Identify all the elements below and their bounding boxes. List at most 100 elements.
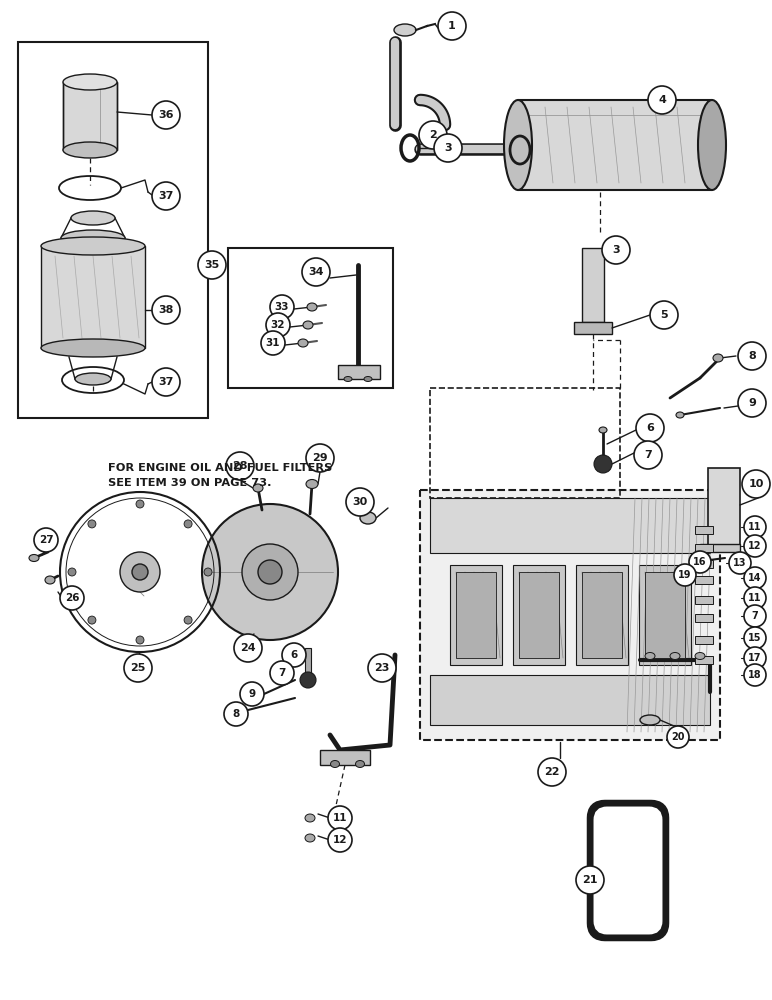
- Text: 22: 22: [544, 767, 560, 777]
- Text: 5: 5: [660, 310, 668, 320]
- Circle shape: [328, 806, 352, 830]
- Circle shape: [34, 528, 58, 552]
- Circle shape: [198, 251, 226, 279]
- Ellipse shape: [88, 520, 96, 528]
- Circle shape: [60, 586, 84, 610]
- Bar: [320, 750, 370, 765]
- Ellipse shape: [303, 321, 313, 329]
- Text: 26: 26: [65, 593, 80, 603]
- Circle shape: [368, 654, 396, 682]
- Circle shape: [729, 552, 751, 574]
- Circle shape: [152, 182, 180, 210]
- Circle shape: [152, 368, 180, 396]
- Text: 15: 15: [748, 633, 762, 643]
- Ellipse shape: [68, 568, 76, 576]
- Circle shape: [152, 101, 180, 129]
- Bar: [450, 565, 502, 665]
- Bar: [430, 498, 710, 553]
- Ellipse shape: [695, 652, 705, 660]
- Ellipse shape: [253, 484, 263, 492]
- Ellipse shape: [344, 376, 352, 381]
- Ellipse shape: [136, 500, 144, 508]
- Bar: [228, 248, 393, 388]
- Bar: [695, 576, 713, 584]
- Bar: [582, 572, 622, 658]
- Circle shape: [202, 504, 338, 640]
- Bar: [430, 675, 710, 725]
- Text: 35: 35: [205, 260, 219, 270]
- Text: 32: 32: [271, 320, 285, 330]
- Circle shape: [240, 682, 264, 706]
- Ellipse shape: [184, 520, 192, 528]
- Circle shape: [261, 331, 285, 355]
- Circle shape: [120, 552, 160, 592]
- Text: 16: 16: [693, 557, 706, 567]
- Circle shape: [152, 296, 180, 324]
- Bar: [645, 572, 685, 658]
- Circle shape: [744, 605, 766, 627]
- Circle shape: [744, 567, 766, 589]
- Ellipse shape: [63, 74, 117, 90]
- Bar: [574, 322, 612, 334]
- Bar: [18, 42, 208, 418]
- Circle shape: [302, 258, 330, 286]
- Ellipse shape: [360, 512, 376, 524]
- Ellipse shape: [204, 568, 212, 576]
- Bar: [639, 565, 691, 665]
- Bar: [700, 544, 740, 552]
- Text: 8: 8: [748, 351, 756, 361]
- Ellipse shape: [41, 339, 145, 357]
- Ellipse shape: [136, 636, 144, 644]
- Text: 12: 12: [748, 541, 762, 551]
- Circle shape: [650, 301, 678, 329]
- Text: 2: 2: [429, 130, 437, 140]
- Ellipse shape: [71, 211, 115, 225]
- Bar: [420, 490, 720, 740]
- Text: 34: 34: [308, 267, 323, 277]
- Text: 21: 21: [582, 875, 598, 885]
- Bar: [695, 596, 713, 604]
- Circle shape: [306, 444, 334, 472]
- Ellipse shape: [29, 554, 39, 562]
- Text: 25: 25: [130, 663, 146, 673]
- Ellipse shape: [305, 814, 315, 822]
- Text: 3: 3: [444, 143, 452, 153]
- Ellipse shape: [41, 237, 145, 255]
- Circle shape: [258, 560, 282, 584]
- Text: 24: 24: [240, 643, 256, 653]
- Text: 3: 3: [612, 245, 620, 255]
- Bar: [63, 82, 117, 150]
- Circle shape: [234, 634, 262, 662]
- Text: 36: 36: [158, 110, 174, 120]
- Ellipse shape: [670, 652, 680, 660]
- Bar: [518, 100, 713, 190]
- Ellipse shape: [184, 616, 192, 624]
- Circle shape: [226, 452, 254, 480]
- Bar: [305, 648, 311, 678]
- Bar: [430, 388, 620, 498]
- Bar: [695, 544, 713, 552]
- Text: 37: 37: [158, 377, 174, 387]
- Bar: [582, 248, 604, 322]
- Ellipse shape: [698, 100, 726, 190]
- Text: 28: 28: [232, 461, 248, 471]
- Circle shape: [674, 564, 696, 586]
- Text: 11: 11: [748, 522, 762, 532]
- Ellipse shape: [599, 427, 607, 433]
- Bar: [695, 636, 713, 644]
- Bar: [338, 365, 380, 379]
- Text: 27: 27: [39, 535, 53, 545]
- Text: 6: 6: [290, 650, 298, 660]
- Ellipse shape: [394, 24, 416, 36]
- Bar: [576, 565, 628, 665]
- Circle shape: [634, 441, 662, 469]
- Bar: [519, 572, 559, 658]
- Text: 6: 6: [646, 423, 654, 433]
- Circle shape: [744, 647, 766, 669]
- Ellipse shape: [355, 760, 364, 768]
- Circle shape: [538, 758, 566, 786]
- Circle shape: [132, 564, 148, 580]
- Text: 9: 9: [748, 398, 756, 408]
- Text: 37: 37: [158, 191, 174, 201]
- Circle shape: [738, 389, 766, 417]
